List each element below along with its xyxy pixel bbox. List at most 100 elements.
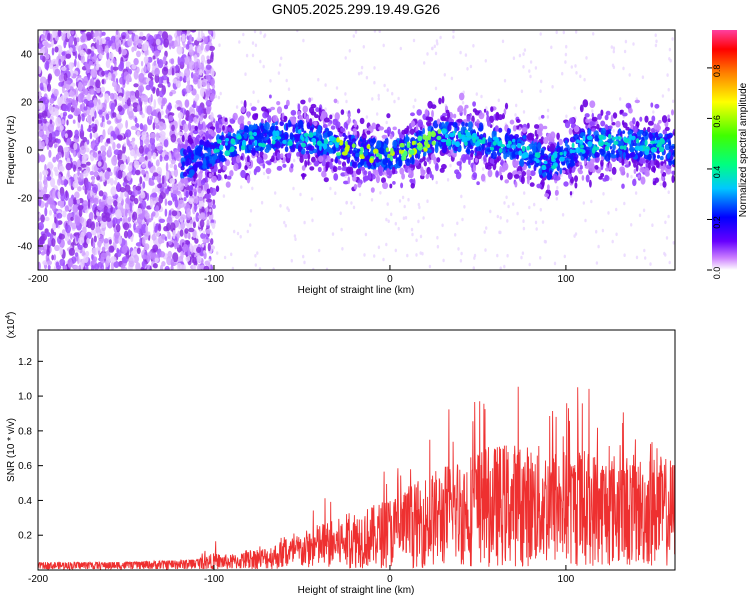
spectrogram-point (211, 204, 216, 209)
spectrogram-point (164, 198, 168, 206)
spectrogram-point (146, 254, 151, 263)
spectrogram-point (667, 114, 670, 119)
spectrogram-point (503, 78, 507, 83)
spectrogram-point (89, 88, 95, 95)
spectrogram-point (579, 104, 584, 113)
spectrogram-point (344, 56, 347, 60)
spectrogram-point (159, 264, 164, 270)
spectrogram-point (105, 212, 110, 219)
spectrogram-point (283, 220, 286, 225)
spectrogram-point (108, 239, 112, 245)
spectrogram-point (343, 121, 348, 129)
spectrogram-point (73, 142, 78, 151)
spectrogram-point (77, 186, 82, 192)
spectrogram-point (57, 178, 61, 186)
spectrogram-point (604, 175, 610, 182)
spectrogram-point (502, 147, 506, 155)
spectrogram-point (205, 107, 211, 115)
spectrogram-point (538, 168, 543, 176)
spectrogram-point (219, 161, 223, 168)
spectrogram-point (111, 42, 117, 50)
spectrogram-point (76, 198, 81, 204)
spectrogram-point (98, 190, 104, 197)
spectrogram-point (417, 219, 420, 224)
spectrogram-point (664, 220, 667, 225)
spectrogram-point (110, 65, 114, 75)
spectrogram-point (45, 137, 49, 146)
spectrogram-point (351, 161, 358, 169)
spectrogram-point (279, 204, 282, 208)
spectrogram-point (516, 119, 521, 123)
spectrogram-point (236, 231, 240, 236)
spectrogram-point (186, 30, 191, 37)
spectrogram-point (70, 82, 76, 87)
spectrogram-point (132, 211, 138, 221)
spectrogram-point (435, 180, 438, 185)
spectrogram-point (84, 88, 89, 96)
spectrogram-point (57, 151, 62, 159)
spectrogram-point (110, 186, 117, 196)
spectrogram-point (124, 132, 129, 138)
spectrogram-point (505, 195, 508, 200)
spectrogram-point (186, 207, 191, 218)
spectrogram-point (376, 140, 382, 149)
spectrogram-point (324, 83, 327, 87)
spectrogram-point (92, 139, 95, 148)
spectrogram-point (531, 136, 534, 141)
spectrogram-point (561, 161, 566, 166)
spectrogram-point (277, 71, 281, 75)
spectrogram-point (162, 56, 167, 65)
spectrogram-point (77, 237, 85, 245)
spectrogram-point (170, 133, 177, 143)
spectrogram-point (283, 116, 288, 120)
spectrogram-point (672, 159, 675, 166)
spectrogram-point (208, 45, 215, 52)
spectrogram-point (612, 46, 616, 50)
spectrogram-point (122, 244, 128, 254)
spectrogram-point (591, 127, 596, 132)
spectrogram-point (166, 256, 172, 266)
chart-title: GN05.2025.299.19.49.G26 (272, 1, 440, 17)
spectrogram-point (82, 136, 88, 143)
spectrogram-point (356, 108, 361, 114)
spectrogram-point (143, 124, 148, 132)
spectrogram-point (47, 123, 55, 133)
spectrogram-point (370, 187, 375, 193)
spectrogram-point (476, 181, 480, 186)
spectrogram-point (247, 111, 250, 119)
spectrogram-point (430, 153, 436, 161)
spectrogram-point (389, 134, 393, 140)
spectrogram-point (636, 131, 641, 137)
spectrogram-point (630, 151, 636, 158)
spectrogram-point (130, 149, 136, 157)
spectrogram-point (139, 87, 143, 97)
spectrogram-point (523, 48, 527, 52)
spectrogram-point (83, 106, 88, 111)
spectrogram-point (138, 232, 142, 238)
spectrogram-point (411, 232, 414, 237)
spectrogram-point (668, 47, 672, 52)
spectrogram-point (110, 256, 117, 263)
spectrogram-point (139, 123, 144, 130)
spectrogram-point (54, 244, 60, 252)
spectrogram-point (171, 124, 175, 132)
spectrogram-point (170, 58, 175, 65)
spectrogram-point (534, 220, 538, 225)
spectrogram-point (228, 127, 232, 132)
spectrogram-point (463, 205, 466, 209)
spectrogram-point (472, 44, 475, 48)
spectrogram-point (206, 82, 210, 91)
spectrogram-point (638, 213, 642, 218)
spectrogram-point (38, 222, 44, 231)
spectrogram-point (61, 66, 67, 72)
spectrogram-point (199, 229, 202, 233)
spectrogram-point (258, 132, 264, 142)
spectrogram-point (219, 155, 226, 163)
spectrogram-point (158, 236, 163, 245)
spectrogram-point (38, 180, 43, 191)
spectrogram-point (38, 244, 45, 251)
spectrogram-point (38, 112, 45, 118)
spectrogram-point (210, 112, 214, 122)
spectrogram-point (521, 251, 525, 255)
spectrogram-point (224, 117, 228, 122)
